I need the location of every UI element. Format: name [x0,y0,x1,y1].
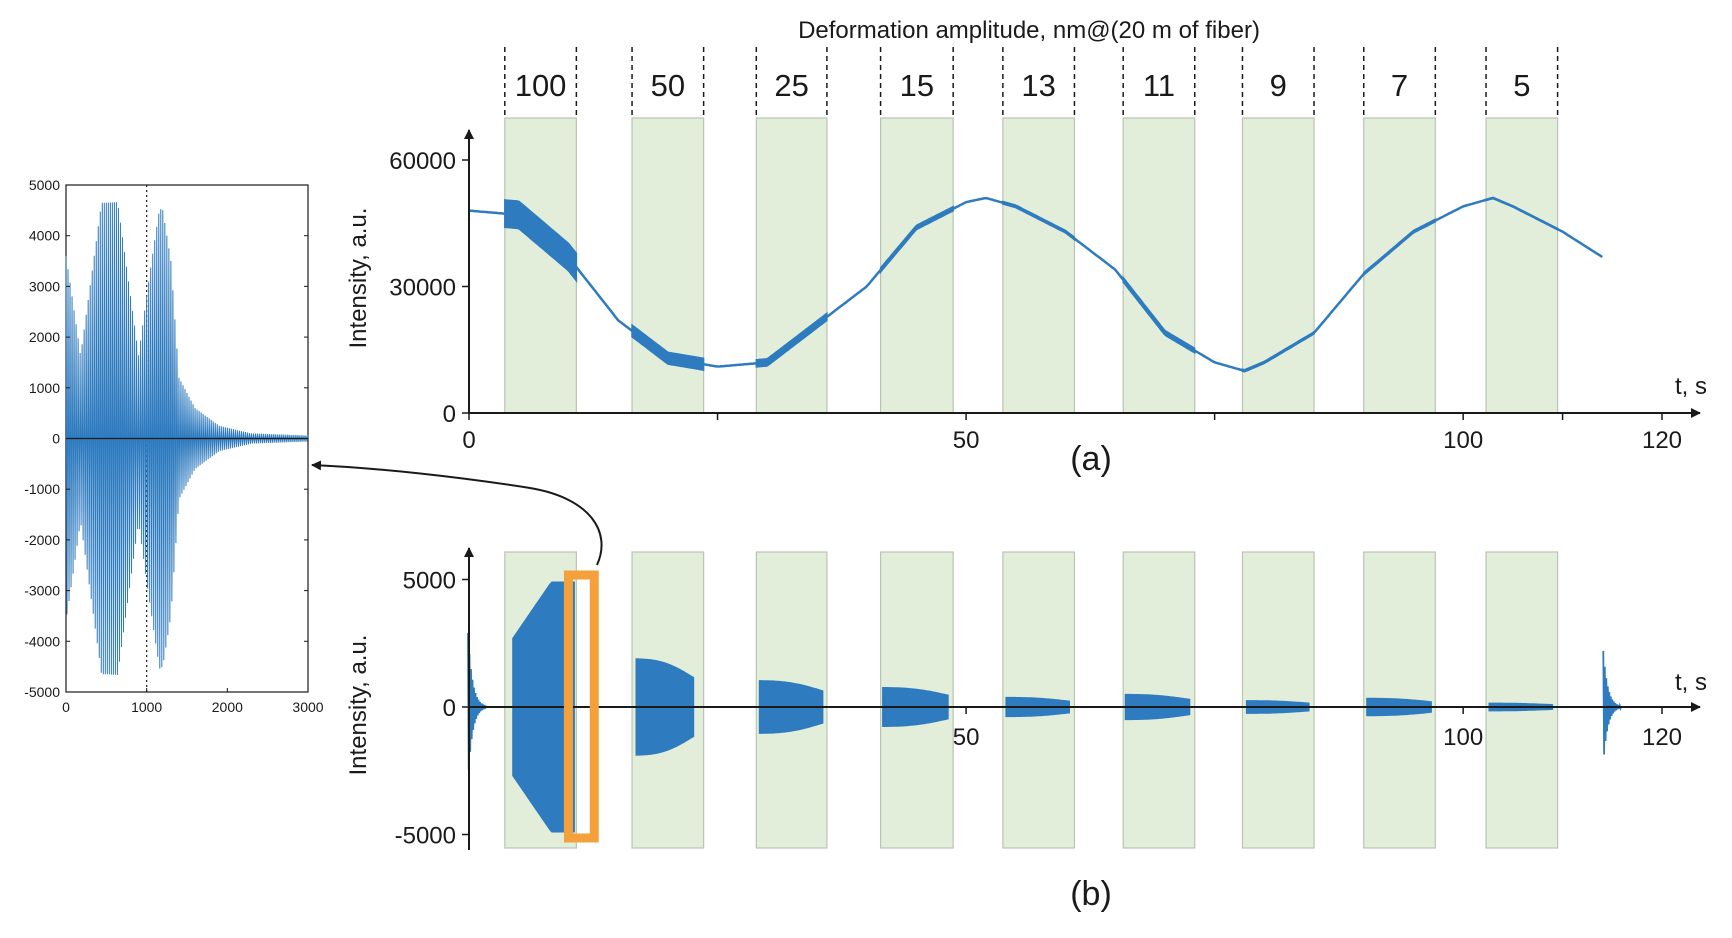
panel-a-band-label-0: 100 [515,68,567,103]
panel-a-xtick-2: 100 [1443,427,1483,454]
panel-a-title: Deformation amplitude, nm@(20 m of fiber… [798,17,1260,44]
panel-b-spike-1 [1602,650,1623,755]
panel-a-ytick-1: 30000 [389,275,456,302]
inset-xtick-1: 1000 [131,699,162,715]
panel-b-highlight-rect [563,570,599,843]
panel-a-xtick-3: 120 [1642,427,1682,454]
panel-a-band-label-1: 50 [651,68,685,103]
inset-ytick-0: 5000 [29,177,60,193]
panel-a-band-labels: 100 50 25 15 13 11 9 7 5 [515,68,1531,103]
panel-a-ytick-0: 0 [443,401,456,428]
panel-a-band-2 [755,117,828,414]
panel-a-xtick-1: 50 [953,427,980,454]
panel-a-band-label-7: 7 [1391,68,1408,103]
panel-b-ylabel: Intensity, a.u. [345,635,372,776]
panel-b-ytick-1: 0 [443,695,456,722]
panel-a-panel-label: (a) [1070,440,1112,478]
panel-b-ytick-2: 5000 [403,568,456,595]
panel-a-band-label-6: 9 [1270,68,1287,103]
inset-panel: 5000 4000 3000 2000 1000 0 -1000 -2000 -3000 -400… [24,177,324,715]
panel-a-modulation-3 [879,205,954,275]
panel-a-band-label-2: 25 [774,68,808,103]
panel-a-modulation-1 [631,323,705,372]
panel-b-xtick-0: 50 [953,724,980,751]
panel-a-modulation-0 [504,199,578,283]
inset-ytick-9: -4000 [24,633,60,649]
inset-ytick-1: 4000 [29,228,60,244]
panel-a-modulation-5 [1122,275,1196,355]
inset-ytick-3: 2000 [29,329,60,345]
panel-a-modulation-6 [1241,330,1315,373]
panel-a-modulation-8 [1485,196,1559,232]
panel-a: 100 50 25 15 13 11 9 7 5 0 50 100 120 0 30000 60000 De… [345,17,1707,478]
inset-ytick-5: 0 [52,431,60,447]
inset-trace [65,202,309,676]
panel-b-xtick-2: 120 [1642,724,1682,751]
panel-b-band-6 [1241,551,1315,849]
panel-b-highlight-window [563,570,599,843]
panel-b-axes: 50 100 120 -5000 0 5000 [395,547,1701,850]
panel-a-xtick-0: 0 [462,427,475,454]
panel-a-signal [468,196,1603,373]
inset-ytick-6: -1000 [24,481,60,497]
inset-xtick-2: 2000 [212,699,243,715]
panel-a-axes: 0 50 100 120 0 30000 60000 [389,129,1701,454]
inset-signal [65,202,309,676]
panel-b-panel-label: (b) [1070,875,1112,913]
inset-xtick-3: 3000 [292,699,323,715]
panel-a-ytick-2: 60000 [389,148,456,175]
panel-a-ylabel: Intensity, a.u. [345,208,372,349]
panel-b-xlabel: t, s [1675,669,1707,696]
panel-b-band-8 [1485,551,1559,849]
inset-axes: 5000 4000 3000 2000 1000 0 -1000 -2000 -3000 -400… [24,177,324,715]
inset-xtick-0: 0 [62,699,70,715]
panel-a-band-label-3: 15 [900,68,934,103]
panel-a-band-label-5: 11 [1143,68,1175,103]
panel-a-xlabel: t, s [1675,373,1707,400]
inset-ytick-2: 3000 [29,278,60,294]
panel-a-band-8 [1485,117,1559,414]
panel-b-ytick-0: -5000 [395,823,456,850]
panel-a-modulation-7 [1363,218,1437,277]
panel-b-spike-0 [467,632,487,770]
panel-a-band-3 [879,117,954,414]
inset-ytick-7: -2000 [24,532,60,548]
panel-a-bands [504,117,1559,414]
panel-b-xtick-1: 100 [1443,724,1483,751]
inset-ytick-10: -5000 [24,684,60,700]
panel-a-band-6 [1241,117,1315,414]
panel-a-band-label-4: 13 [1021,68,1055,103]
panel-a-band-4 [1002,117,1076,414]
panel-a-modulation-4 [1002,200,1076,242]
panel-a-band-label-8: 5 [1513,68,1530,103]
inset-ytick-8: -3000 [24,583,60,599]
inset-ytick-4: 1000 [29,380,60,396]
panel-a-band-5 [1122,117,1196,414]
zoom-connector-arrow [311,460,603,566]
panel-a-band-boundaries [504,47,1559,118]
panel-a-modulation-2 [755,311,828,368]
